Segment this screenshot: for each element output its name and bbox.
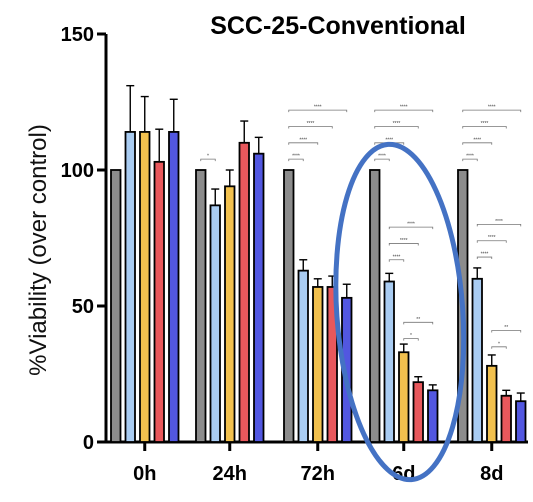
significance-label: ****: [481, 121, 489, 127]
significance-bracket: [403, 321, 434, 325]
y-tick-label: 100: [61, 160, 94, 182]
significance-label: ****: [292, 154, 300, 160]
significance-label: *: [498, 341, 500, 347]
highlight-ellipse: [333, 141, 467, 483]
bar-72h-s3: [312, 286, 324, 443]
significance-bracket: [374, 158, 390, 162]
significance-label: ****: [393, 121, 401, 127]
bar-72h-s2: [297, 269, 309, 443]
significance-label: ****: [385, 137, 393, 143]
x-tick-label-8d: 8d: [480, 463, 503, 485]
significance-bracket: [388, 243, 419, 246]
significance-bracket: [288, 158, 304, 162]
significance-bracket: [462, 109, 522, 113]
significance-brackets: * ***************************************…: [200, 105, 522, 349]
significance-label: ****: [495, 219, 503, 225]
error-bars: [126, 84, 525, 402]
significance-label: *: [207, 154, 209, 160]
significance-label: ****: [400, 238, 408, 244]
significance-bracket: [374, 126, 419, 129]
significance-bracket: [476, 224, 522, 227]
bar-24h-s4: [238, 141, 250, 443]
bar-6d-s4: [412, 381, 424, 443]
bar-0h-s1: [110, 169, 122, 443]
significance-label: ****: [488, 105, 496, 111]
bar-0h-s3: [139, 131, 151, 443]
significance-label: ****: [400, 105, 408, 111]
bar-0h-s2: [124, 131, 136, 443]
annotation-layer: [333, 141, 467, 483]
x-tick-labels: 0h 24h 72h 6d 8d: [133, 442, 503, 485]
significance-bracket: [403, 338, 419, 341]
bar-24h-s1: [195, 169, 207, 443]
chart-title: SCC-25-Conventional: [210, 12, 466, 40]
bar-24h-s2: [209, 204, 221, 443]
bar-8d-s2: [471, 277, 483, 443]
significance-bracket: [462, 126, 507, 129]
significance-label: ****: [314, 105, 322, 111]
y-axis-label: %Viability (over control): [25, 124, 52, 376]
significance-bracket: [491, 330, 522, 333]
bars: [110, 131, 527, 443]
significance-label: ****: [378, 154, 386, 160]
significance-label: ****: [299, 137, 307, 143]
bar-8d-s3: [486, 364, 498, 443]
bar-6d-s5: [427, 389, 439, 443]
significance-bracket: [462, 158, 478, 162]
y-tick-labels: 0 50 100 150: [61, 24, 106, 454]
significance-label: ****: [466, 154, 474, 160]
significance-label: ****: [407, 222, 415, 228]
y-tick-label: 0: [83, 432, 94, 454]
significance-label: **: [416, 317, 420, 323]
bar-24h-s5: [253, 152, 265, 443]
bar-8d-s5: [515, 400, 527, 443]
significance-label: ****: [473, 137, 481, 143]
significance-bracket: [200, 158, 216, 162]
bar-72h-s1: [283, 169, 295, 443]
significance-bracket: [476, 256, 493, 260]
y-tick-label: 50: [72, 296, 94, 318]
significance-bracket: [476, 240, 507, 243]
bar-6d-s1: [369, 169, 381, 443]
significance-label: **: [504, 325, 508, 331]
x-tick-label-0h: 0h: [133, 463, 156, 485]
significance-label: ****: [488, 235, 496, 241]
significance-label: ****: [307, 121, 315, 127]
bar-6d-s2: [383, 280, 395, 443]
bar-0h-s4: [153, 160, 165, 443]
significance-label: *: [410, 333, 412, 339]
significance-bracket: [288, 126, 333, 129]
bar-6d-s3: [398, 351, 410, 443]
significance-label: ****: [393, 254, 401, 260]
significance-bracket: [388, 259, 405, 262]
significance-bracket: [388, 226, 434, 230]
bar-24h-s3: [224, 185, 236, 443]
x-tick-label-24h: 24h: [213, 463, 247, 485]
y-tick-label: 150: [61, 24, 94, 46]
significance-bracket: [491, 346, 507, 349]
significance-bracket: [288, 109, 348, 113]
significance-bracket: [462, 142, 493, 145]
significance-label: ****: [481, 252, 489, 258]
x-tick-label-72h: 72h: [301, 463, 335, 485]
bar-0h-s5: [168, 131, 180, 443]
significance-bracket: [288, 142, 319, 145]
significance-bracket: [374, 109, 434, 113]
bar-8d-s4: [500, 394, 512, 443]
